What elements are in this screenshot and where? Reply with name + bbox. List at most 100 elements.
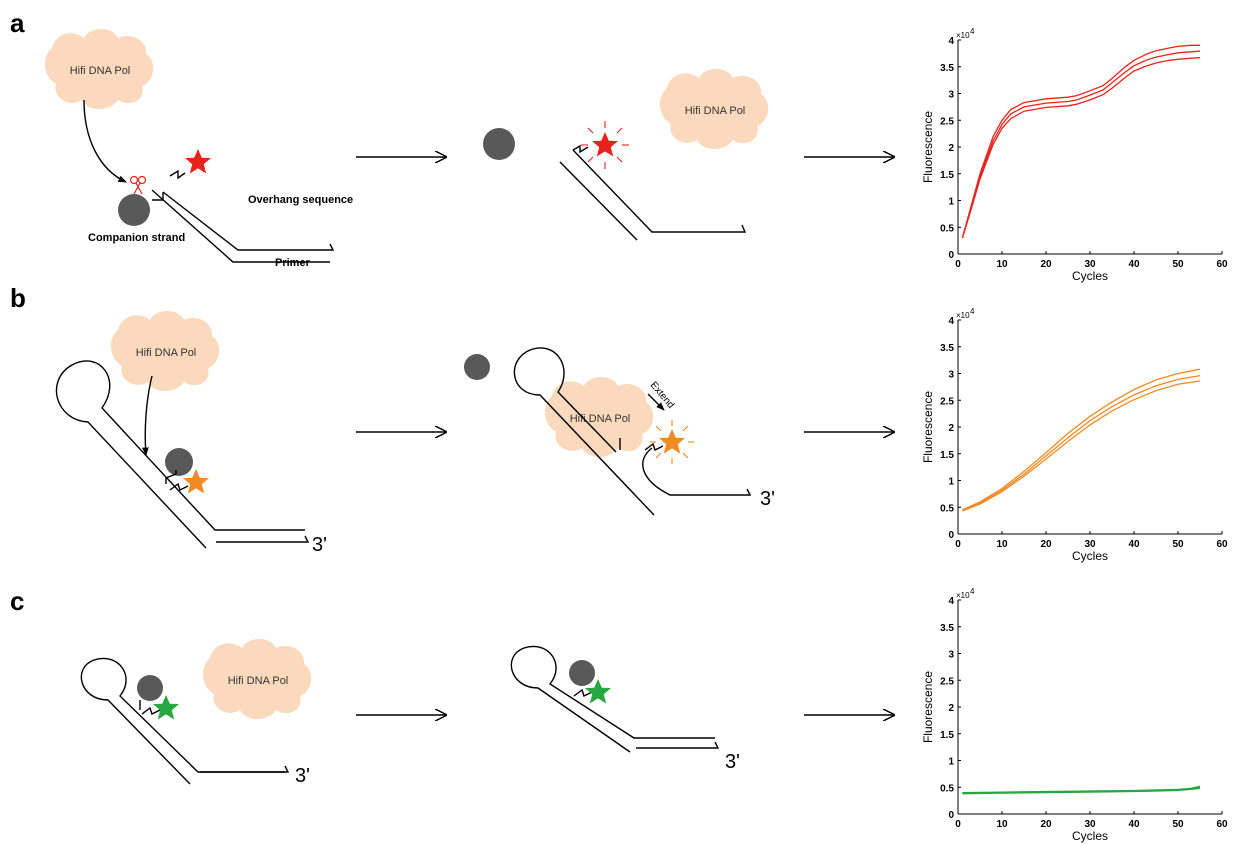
polymerase-a1: Hifi DNA Pol bbox=[44, 29, 154, 109]
quencher-a1 bbox=[118, 194, 150, 226]
y-tick-label: 1.5 bbox=[940, 170, 954, 181]
y-tick-label: 1.5 bbox=[940, 450, 954, 461]
y-tick-label: 1.5 bbox=[940, 730, 954, 741]
extend-arrow bbox=[647, 393, 665, 411]
fluorophore-a1 bbox=[185, 149, 211, 174]
panel-a: a Hifi DNA Pol Overhang sequence Compani… bbox=[10, 8, 894, 269]
x-tick-label: 10 bbox=[996, 819, 1008, 830]
primer-strand-a1 bbox=[151, 189, 330, 263]
three-prime-b1: 3' bbox=[312, 534, 327, 556]
series-line-2 bbox=[961, 50, 1201, 239]
polymerase-b2: Hifi DNA Pol bbox=[544, 377, 654, 457]
x-tick-label: 10 bbox=[996, 259, 1008, 270]
series-line-3 bbox=[962, 787, 1201, 795]
x-tick-label: 20 bbox=[1040, 259, 1052, 270]
series-line-1 bbox=[961, 44, 1200, 239]
overhang-zigzag-b1 bbox=[169, 482, 189, 491]
primer-end-b1 bbox=[216, 535, 310, 543]
x-tick-label: 60 bbox=[1216, 819, 1228, 830]
exponent-label: ×10 bbox=[956, 591, 970, 600]
scissors-icon bbox=[129, 175, 147, 195]
polymerase-label: Hifi DNA Pol bbox=[570, 413, 631, 425]
overhang-label: Overhang sequence bbox=[248, 194, 353, 206]
hairpin-strand-c2 bbox=[510, 645, 715, 753]
quencher-a2 bbox=[483, 128, 515, 160]
quencher-b1 bbox=[165, 448, 193, 476]
exponent-power: 4 bbox=[970, 587, 975, 596]
y-tick-label: 2 bbox=[948, 143, 954, 154]
y-tick-label: 2 bbox=[948, 423, 954, 434]
companion-link-b1 bbox=[165, 470, 177, 484]
exponent-power: 4 bbox=[970, 27, 975, 36]
x-axis-label: Cycles bbox=[1072, 829, 1108, 843]
x-tick-label: 20 bbox=[1040, 819, 1052, 830]
x-tick-label: 50 bbox=[1172, 819, 1184, 830]
hairpin-strand-b2 bbox=[513, 347, 655, 516]
quencher-b2 bbox=[464, 354, 490, 380]
x-tick-label: 30 bbox=[1084, 539, 1096, 550]
y-tick-label: 3 bbox=[948, 90, 954, 101]
x-tick-label: 30 bbox=[1084, 819, 1096, 830]
chart-a: 0 10 20 30 40 50 60 0 0.5 1 1.5 2 2.5 3 3.5 4 Cycles Fluo… bbox=[921, 27, 1228, 283]
primer-end-c2 bbox=[636, 741, 720, 749]
hairpin-strand-b1 bbox=[55, 360, 305, 549]
x-tick-label: 20 bbox=[1040, 539, 1052, 550]
extended-strand-b2 bbox=[642, 447, 752, 496]
overhang-zigzag-a1 bbox=[169, 169, 186, 180]
y-tick-label: 0.5 bbox=[940, 223, 954, 234]
extend-label: Extend bbox=[648, 380, 676, 411]
y-tick-label: 4 bbox=[948, 316, 954, 327]
panel-b: b Hifi DNA Pol 3' Hifi DNA Pol 3' bbox=[10, 283, 894, 556]
quencher-c1 bbox=[137, 675, 163, 701]
polymerase-label: Hifi DNA Pol bbox=[685, 105, 746, 117]
y-axis-label: Fluorescence bbox=[921, 671, 935, 743]
polymerase-label: Hifi DNA Pol bbox=[136, 347, 197, 359]
y-tick-label: 0 bbox=[948, 530, 954, 541]
y-tick-label: 4 bbox=[948, 596, 954, 607]
primer-end-c1 bbox=[200, 765, 290, 773]
panel-letter-c: c bbox=[10, 586, 24, 616]
y-tick-label: 3.5 bbox=[940, 343, 954, 354]
primer-strand-a2 bbox=[559, 161, 638, 241]
y-tick-label: 0.5 bbox=[940, 783, 954, 794]
polymerase-b1: Hifi DNA Pol bbox=[110, 311, 220, 391]
panel-letter-a: a bbox=[10, 8, 25, 38]
polymerase-arrow-a bbox=[83, 99, 127, 183]
exponent-label: ×10 bbox=[956, 311, 970, 320]
polymerase-label: Hifi DNA Pol bbox=[70, 65, 131, 77]
hairpin-strand-c1 bbox=[80, 657, 285, 785]
series-line-3 bbox=[961, 57, 1201, 239]
y-tick-label: 3 bbox=[948, 650, 954, 661]
overhang-zigzag-c1 bbox=[141, 706, 161, 715]
overhang-zigzag-a2 bbox=[572, 144, 589, 154]
polymerase-c1: Hifi DNA Pol bbox=[202, 639, 312, 719]
x-tick-label: 40 bbox=[1128, 539, 1140, 550]
three-prime-c1: 3' bbox=[295, 765, 310, 787]
y-axis-label: Fluorescence bbox=[921, 111, 935, 183]
primer-label: Primer bbox=[275, 257, 311, 269]
template-strand-a2 bbox=[572, 149, 747, 233]
series-line-2 bbox=[962, 374, 1201, 512]
panel-c: c 3' Hifi DNA Pol 3' bbox=[10, 586, 894, 787]
overhang-zigzag-c2 bbox=[573, 688, 593, 697]
x-tick-label: 50 bbox=[1172, 259, 1184, 270]
y-tick-label: 4 bbox=[948, 36, 954, 47]
polymerase-arrow-b bbox=[142, 375, 153, 456]
y-tick-label: 3 bbox=[948, 370, 954, 381]
exponent-power: 4 bbox=[970, 307, 975, 316]
y-tick-label: 1 bbox=[948, 197, 954, 208]
polymerase-label: Hifi DNA Pol bbox=[228, 675, 289, 687]
series-line-1 bbox=[962, 368, 1201, 511]
x-axis-label: Cycles bbox=[1072, 549, 1108, 563]
x-tick-label: 0 bbox=[955, 259, 961, 270]
fluorophore-b2 bbox=[650, 420, 694, 464]
exponent-label: ×10 bbox=[956, 31, 970, 40]
chart-b: 0 10 20 30 40 50 60 0 0.5 1 1.5 2 2.5 3 3.5 4 Cycles Fluo… bbox=[921, 307, 1228, 563]
fluorophore-a2 bbox=[581, 121, 629, 169]
chart-c: 0 10 20 30 40 50 60 0 0.5 1 1.5 2 2.5 3 3.5 4 Cycles Fluo… bbox=[921, 587, 1228, 843]
y-tick-label: 2.5 bbox=[940, 116, 954, 127]
y-axis-label: Fluorescence bbox=[921, 391, 935, 463]
three-prime-b2: 3' bbox=[760, 488, 775, 510]
series-line-3 bbox=[962, 380, 1201, 512]
x-tick-label: 10 bbox=[996, 539, 1008, 550]
